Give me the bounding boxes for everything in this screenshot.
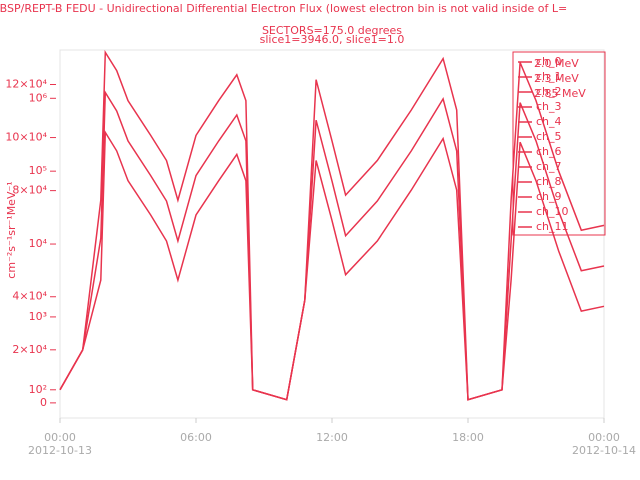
series-line xyxy=(59,129,605,401)
legend-label: ch_3 xyxy=(536,100,562,113)
x-tick-label: 12:00 xyxy=(316,431,348,444)
x-tick-label: 00:00 xyxy=(44,431,76,444)
legend-label: ch_4 xyxy=(536,115,562,128)
legend-label: ch_6 xyxy=(536,145,562,158)
y2-tick-label: 12×10⁴ xyxy=(5,77,47,90)
y-tick-label: 10² xyxy=(29,383,47,396)
plot-frame xyxy=(59,49,605,419)
legend-label: ch_9 xyxy=(536,190,562,203)
legend-label: ch_5 xyxy=(536,130,562,143)
series-line xyxy=(59,49,605,401)
subtitle: slice1=3946.0, slice1=1.0 xyxy=(260,33,405,46)
x-tick-label: 18:00 xyxy=(452,431,484,444)
x-tick-date: 2012-10-14 xyxy=(572,444,636,457)
y-tick-label: 10³ xyxy=(29,310,47,323)
legend-energy: 2.85 MeV xyxy=(534,87,586,100)
subtitle: SECTORS=175.0 degrees xyxy=(262,24,402,37)
y-tick-label: 10⁶ xyxy=(29,91,48,104)
legend-label: ch_10 xyxy=(536,205,569,218)
legend-label: ch_0 xyxy=(536,55,562,68)
y-axis-label: cm⁻²s⁻¹sr⁻¹MeV⁻¹ xyxy=(5,181,18,278)
y-tick-label: 10⁵ xyxy=(29,164,47,177)
y2-tick-label: 10×10⁴ xyxy=(5,131,47,144)
x-tick-label: 00:00 xyxy=(588,431,620,444)
y2-tick-label: 4×10⁴ xyxy=(12,290,47,303)
x-tick-date: 2012-10-13 xyxy=(28,444,92,457)
y2-tick-label: 0 xyxy=(40,396,47,409)
legend-label: ch_2 xyxy=(536,85,562,98)
y2-tick-label: 2×10⁴ xyxy=(12,343,47,356)
legend-box xyxy=(512,51,606,236)
legend-label: ch_7 xyxy=(536,160,562,173)
x-tick-label: 06:00 xyxy=(180,431,212,444)
legend-energy: 2.0 MeV xyxy=(534,57,579,70)
y-tick-label: 10⁴ xyxy=(29,237,48,250)
legend-label: ch_11 xyxy=(536,220,569,233)
legend-label: ch_1 xyxy=(536,70,562,83)
legend-label: ch_8 xyxy=(536,175,562,188)
legend-energy: 2.3 MeV xyxy=(534,72,579,85)
chart-title: RBSP/REPT-B FEDU - Unidirectional Differ… xyxy=(0,2,567,15)
y2-tick-label: 8×10⁴ xyxy=(12,184,47,197)
